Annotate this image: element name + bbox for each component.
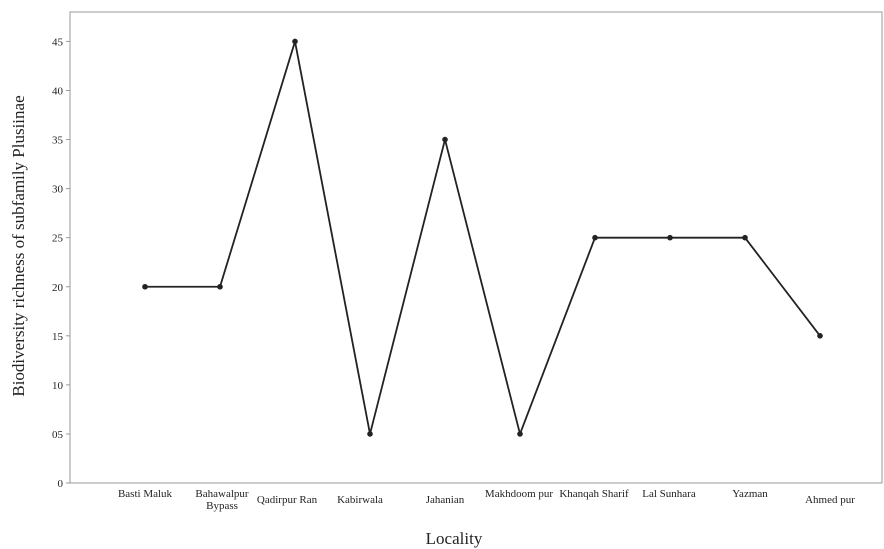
x-category-label-line: Bypass bbox=[206, 500, 238, 512]
y-tick-label: 45 bbox=[52, 36, 64, 48]
data-point bbox=[742, 234, 748, 241]
series-line bbox=[145, 41, 821, 437]
data-point bbox=[292, 38, 298, 45]
x-category-label-line: Makhdoom pur bbox=[485, 488, 553, 500]
x-category-label-line: Qadirpur Ran bbox=[257, 494, 318, 506]
data-point bbox=[442, 136, 448, 143]
x-axis-title: Locality bbox=[426, 529, 483, 548]
x-category-label-line: Khanqah Sharif bbox=[559, 488, 629, 500]
x-category-label-line: Ahmed pur bbox=[805, 494, 855, 506]
x-category-label-line: Lal Sunhara bbox=[642, 488, 696, 500]
y-tick-label: 05 bbox=[52, 429, 64, 441]
data-point bbox=[592, 234, 598, 241]
x-category-label: Bahawalpur Bypass bbox=[195, 488, 248, 512]
x-category-label: Lal Sunhara bbox=[642, 488, 696, 500]
x-category-label-line: Bahawalpur bbox=[195, 488, 248, 500]
x-category-label: Qadirpur Ran bbox=[257, 494, 318, 506]
y-tick-label: 15 bbox=[52, 331, 64, 343]
y-tick-label: 40 bbox=[52, 86, 64, 98]
x-category-label-line: Yazman bbox=[732, 488, 768, 500]
x-category-label-line: Jahanian bbox=[426, 494, 465, 506]
x-category-label: Basti Maluk bbox=[118, 488, 173, 500]
y-tick-label: 20 bbox=[52, 282, 64, 294]
y-tick-label: 10 bbox=[52, 380, 64, 392]
x-category-label: Yazman bbox=[732, 488, 768, 500]
data-point bbox=[217, 283, 223, 290]
plot-frame bbox=[69, 11, 883, 484]
x-category-label: Makhdoom pur bbox=[485, 488, 553, 500]
series-layer bbox=[142, 38, 823, 437]
y-tick-label: 35 bbox=[52, 135, 64, 147]
y-tick-label: 30 bbox=[52, 184, 64, 196]
data-point bbox=[817, 333, 823, 339]
y-axis-title: Biodiversity richness of subfamily Plusi… bbox=[9, 95, 28, 396]
y-tick-label: 25 bbox=[52, 233, 64, 245]
x-category-label: Ahmed pur bbox=[805, 494, 855, 506]
data-point bbox=[667, 234, 673, 241]
x-category-label: Kabirwala bbox=[337, 494, 383, 506]
x-axis: Basti Maluk Bahawalpur Bypass Qadirpur Ran K… bbox=[118, 488, 855, 512]
y-tick-label: 0 bbox=[58, 478, 64, 490]
x-category-label: Jahanian bbox=[426, 494, 465, 506]
x-category-label: Khanqah Sharif bbox=[559, 488, 629, 500]
x-category-label-line: Basti Maluk bbox=[118, 488, 173, 500]
y-axis: 0 05 10 15 20 25 30 35 40 45 bbox=[52, 36, 70, 490]
data-point bbox=[367, 431, 373, 437]
x-category-label-line: Kabirwala bbox=[337, 494, 383, 506]
data-point bbox=[517, 431, 523, 437]
data-point bbox=[142, 283, 148, 290]
